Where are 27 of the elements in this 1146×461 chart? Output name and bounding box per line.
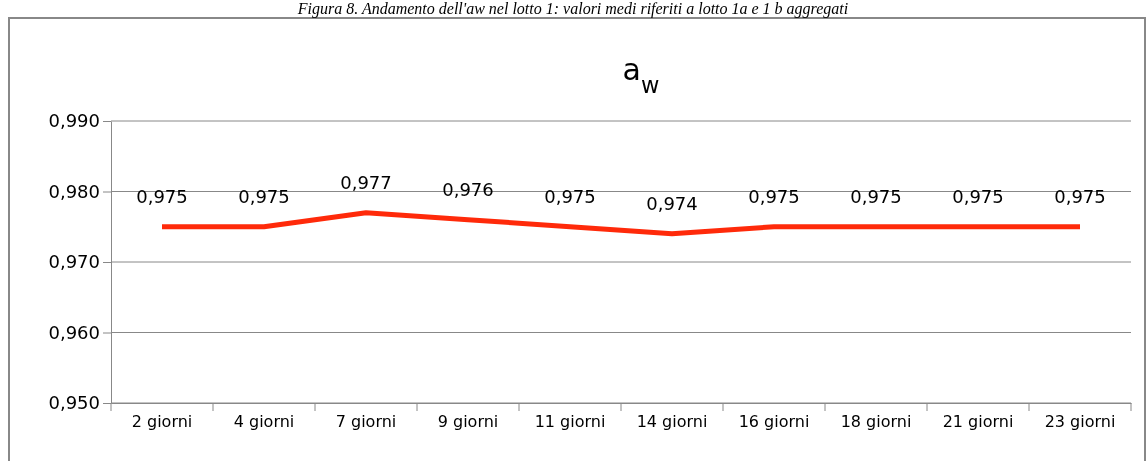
x-tick-label: 7 giorni <box>335 411 397 431</box>
x-tick-label: 14 giorni <box>636 411 708 431</box>
y-tick-label: 0,970 <box>48 251 100 273</box>
y-tick-label: 0,990 <box>48 110 100 132</box>
x-tick-label: 2 giorni <box>131 411 193 431</box>
chart-title: a$_{w}$ <box>622 52 660 98</box>
text: 0,975 <box>1054 185 1106 207</box>
x-tick-label: 23 giorni <box>1044 411 1116 431</box>
x-tick-label: 16 giorni <box>738 411 810 431</box>
x-tick-label: 11 giorni <box>534 411 606 431</box>
x-tick-label: 9 giorni <box>437 411 499 431</box>
text: 0,975 <box>748 185 800 207</box>
y-tick-label: 0,980 <box>48 180 100 202</box>
x-tick-label: 21 giorni <box>942 411 1014 431</box>
text: 0,977 <box>340 171 392 193</box>
text: 0,975 <box>952 185 1004 207</box>
text: 0,974 <box>646 192 698 214</box>
text: 0,975 <box>136 185 188 207</box>
text: 0,976 <box>442 178 494 200</box>
text: Figura 8. Andamento dell'aw nel lotto 1: valori medi riferiti a lotto 1a e 1 b aggregati <box>296 0 849 18</box>
x-tick-label: 4 giorni <box>233 411 295 431</box>
y-tick-label: 0,960 <box>48 321 100 343</box>
text: 0,975 <box>850 185 902 207</box>
text: 0,975 <box>544 185 596 207</box>
text: 0,975 <box>238 185 290 207</box>
x-tick-label: 18 giorni <box>840 411 912 431</box>
y-tick-label: 0,950 <box>48 392 100 414</box>
